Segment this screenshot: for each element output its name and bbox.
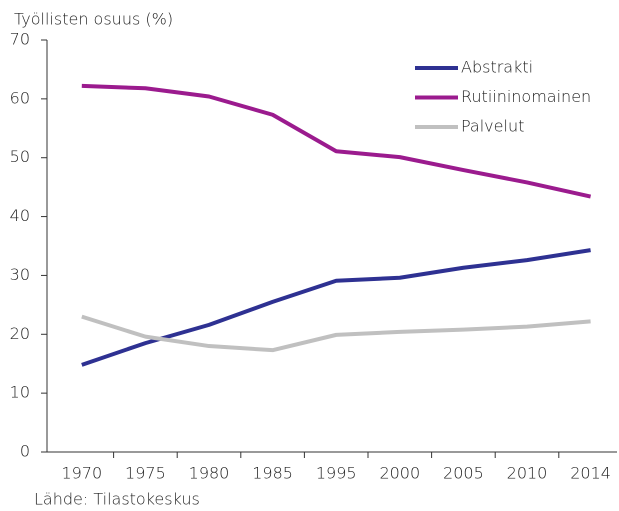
x-tick-label: 2014 <box>570 464 611 483</box>
x-tick-label: 2010 <box>507 464 548 483</box>
x-tick-label: 2000 <box>379 464 420 483</box>
line <box>81 314 591 353</box>
line <box>81 83 592 199</box>
legend-label: Palvelut <box>461 117 524 136</box>
x-tick-label: 2005 <box>443 464 484 483</box>
y-axis-title: Työllisten osuus (%) <box>14 10 173 29</box>
line <box>81 248 591 367</box>
legend-label: Abstrakti <box>461 58 533 77</box>
y-tick-label: 10 <box>10 383 30 402</box>
y-tick-label: 20 <box>10 324 30 343</box>
y-tick-label: 60 <box>10 88 30 107</box>
y-tick-label: 70 <box>10 30 30 49</box>
x-tick-label: 1970 <box>61 464 102 483</box>
y-tick-label: 30 <box>10 265 30 284</box>
x-tick-label: 1995 <box>316 464 357 483</box>
y-tick-label: 0 <box>20 442 30 461</box>
x-tick-label: 1980 <box>189 464 230 483</box>
x-tick-label: 1985 <box>252 464 293 483</box>
legend-label: Rutiininomainen <box>461 87 591 106</box>
source: Lähde: Tilastokeskus <box>34 490 200 509</box>
y-tick-label: 50 <box>10 147 30 166</box>
y-tick-label: 40 <box>10 206 30 225</box>
x-tick-label: 1975 <box>125 464 166 483</box>
